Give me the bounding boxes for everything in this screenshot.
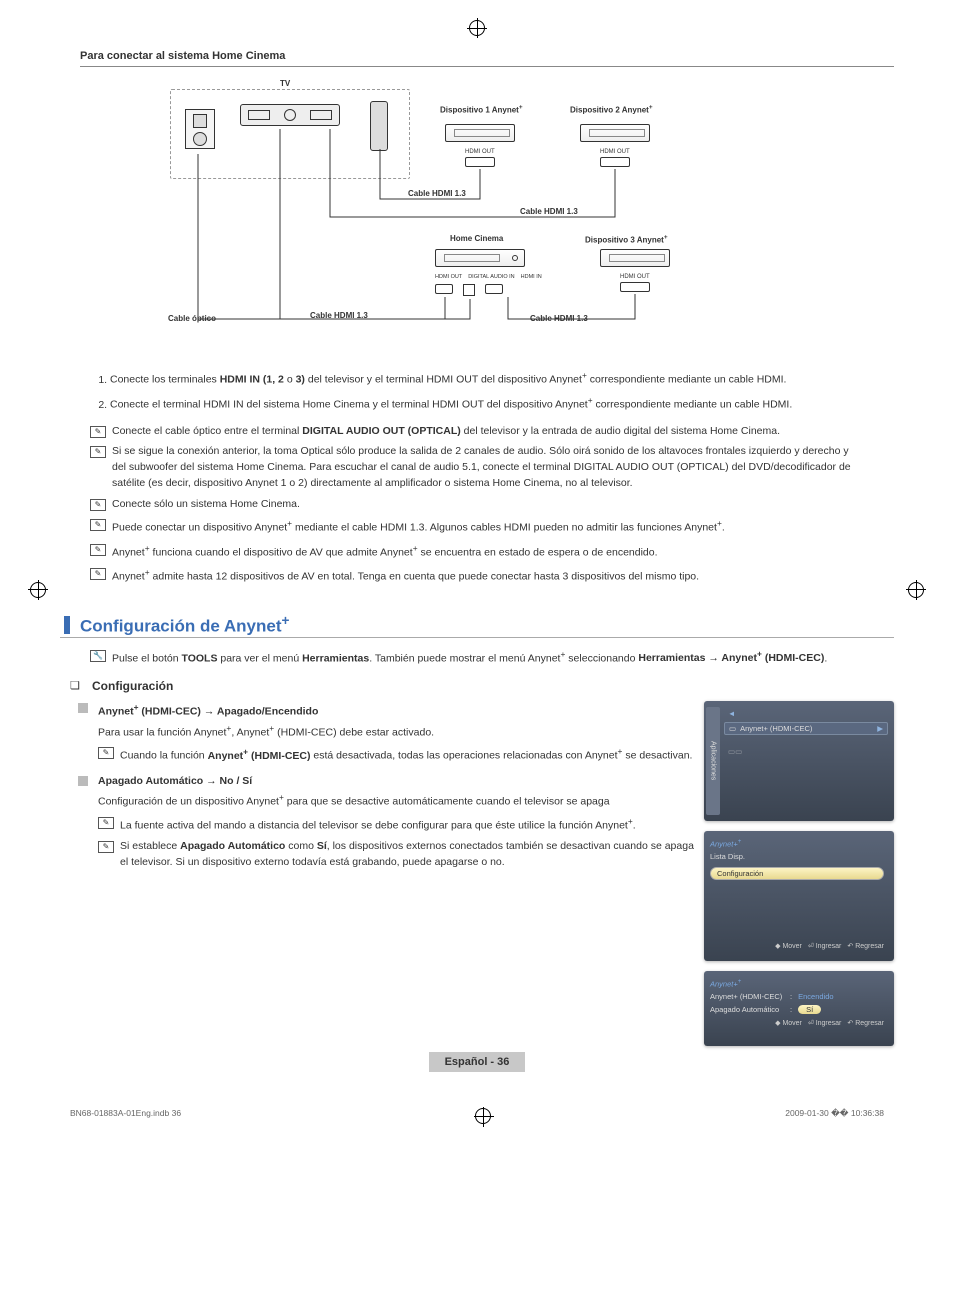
setting2-title: Apagado Automático → No / Sí [98, 774, 694, 790]
screen3-title: Anynet++ [706, 977, 888, 991]
setting2-note2: Si establece Apagado Automático como Sí,… [98, 839, 694, 871]
hc-ports [435, 284, 503, 296]
screen3-row1: Anynet+ (HDMI-CEC): Encendido [706, 990, 888, 1003]
folder-icon-2: ▭▭ [728, 747, 742, 756]
step-2: Conecte el terminal HDMI IN del sistema … [110, 394, 864, 413]
connection-diagram: TV Dispositivo 1 Anynet+ HDMI OUT Dispos… [80, 79, 874, 349]
step-1: Conecte los terminales HDMI IN (1, 2 o 3… [110, 369, 864, 388]
page: Para conectar al sistema Home Cinema TV … [0, 0, 954, 1164]
setting2-note1: La fuente activa del mando a distancia d… [98, 815, 694, 834]
screen2-item1: Lista Disp. [706, 850, 888, 863]
footer-meta: BN68-01883A-01Eng.indb 36 2009-01-30 �� … [60, 1108, 894, 1124]
bullet-icon [78, 776, 88, 786]
tools-icon [90, 650, 106, 662]
cable-hdmi-2: Cable HDMI 1.3 [520, 207, 578, 216]
setting1-desc: Para usar la función Anynet+, Anynet+ (H… [98, 722, 694, 741]
note-1: Conecte el cable óptico entre el termina… [90, 424, 864, 440]
dev3-port-label: HDMI OUT [620, 274, 650, 280]
dev1-box [445, 124, 515, 142]
note-icon [90, 568, 106, 580]
registration-mark-bottom [475, 1108, 491, 1124]
config-title: Configuración [92, 679, 173, 693]
folder-icon: ▭ [729, 724, 736, 733]
footer-filename: BN68-01883A-01Eng.indb 36 [70, 1108, 181, 1124]
dev3-box [600, 249, 670, 267]
dev2-box [580, 124, 650, 142]
screen-anynet-config: Anynet++ Anynet+ (HDMI-CEC): Encendido A… [704, 971, 894, 1046]
return-icon: ↶ Regresar [847, 942, 884, 950]
cable-hdmi-4: Cable HDMI 1.3 [530, 314, 588, 323]
note-5: Anynet+ funciona cuando el dispositivo d… [90, 542, 864, 561]
screen-tab-label: Aplicaciones [706, 707, 720, 815]
dev1-label: Dispositivo 1 Anynet+ [440, 104, 523, 115]
bullet-icon [78, 703, 88, 713]
enter-icon: ⏎ Ingresar [808, 942, 842, 950]
section-heading: Configuración de Anynet+ [60, 613, 894, 638]
note-6: Anynet+ admite hasta 12 dispositivos de … [90, 566, 864, 585]
connection-heading: Para conectar al sistema Home Cinema [80, 50, 894, 67]
screen3-row2: Apagado Automático: Sí [706, 1003, 888, 1016]
enter-icon: ⏎ Ingresar [808, 1019, 842, 1027]
tv-cable-connector [370, 101, 388, 151]
move-icon: ◆ Mover [775, 942, 802, 950]
hc-label: Home Cinema [450, 234, 503, 243]
setting1-note: Cuando la función Anynet+ (HDMI-CEC) est… [98, 745, 694, 764]
hc-box [435, 249, 525, 267]
dev2-port [600, 157, 630, 167]
note-icon [98, 841, 114, 853]
dev2-port-label: HDMI OUT [600, 149, 630, 155]
setting1-title: Anynet+ (HDMI-CEC) → Apagado/Encendido [98, 701, 694, 720]
setting2-desc: Configuración de un dispositivo Anynet+ … [98, 791, 694, 810]
note-3: Conecte sólo un sistema Home Cinema. [90, 497, 864, 513]
note-4: Puede conectar un dispositivo Anynet+ me… [90, 517, 864, 536]
dev3-port [620, 282, 650, 292]
return-icon: ↶ Regresar [847, 1019, 884, 1027]
screen-applications: Aplicaciones ◄ ▭Anynet+ (HDMI-CEC) ▶ ▭▭ [704, 701, 894, 821]
screen-anynet-menu: Anynet++ Lista Disp. Configuración ◆ Mov… [704, 831, 894, 961]
screen3-footer: ◆ Mover ⏎ Ingresar ↶ Regresar [706, 1016, 888, 1027]
screen-item-anynet: ▭Anynet+ (HDMI-CEC) ▶ [724, 722, 888, 735]
tv-hdmi-panel [240, 104, 340, 126]
screen2-title: Anynet++ [706, 837, 888, 851]
checkbox-icon: ❏ [70, 679, 84, 693]
config-subheading: ❏ Configuración [70, 679, 894, 693]
note-icon [98, 747, 114, 759]
hc-port-labels: HDMI OUTDIGITAL AUDIO INHDMI IN [435, 274, 542, 280]
right-arrow-icon: ▶ [877, 724, 883, 733]
section-title: Configuración de Anynet+ [80, 613, 289, 637]
dev1-port-label: HDMI OUT [465, 149, 495, 155]
note-icon [90, 519, 106, 531]
menu-screenshots: Aplicaciones ◄ ▭Anynet+ (HDMI-CEC) ▶ ▭▭ … [704, 701, 894, 1056]
screen2-item2: Configuración [706, 865, 888, 882]
blue-bar-icon [64, 616, 70, 634]
cable-hdmi-3: Cable HDMI 1.3 [310, 311, 368, 320]
note-icon [90, 446, 106, 458]
page-number: Español - 36 [60, 1056, 894, 1068]
note-icon [90, 426, 106, 438]
setting-auto-off: Apagado Automático → No / Sí Configuraci… [78, 774, 694, 876]
dev1-port [465, 157, 495, 167]
note-icon [90, 499, 106, 511]
move-icon: ◆ Mover [775, 1019, 802, 1027]
dev3-label: Dispositivo 3 Anynet+ [585, 234, 668, 245]
notes-list: Conecte el cable óptico entre el termina… [90, 424, 864, 586]
note-icon [98, 817, 114, 829]
footer-timestamp: 2009-01-30 �� 10:36:38 [785, 1108, 884, 1124]
screen2-footer: ◆ Mover ⏎ Ingresar ↶ Regresar [706, 939, 888, 950]
cable-hdmi-1: Cable HDMI 1.3 [408, 189, 466, 198]
note-2: Si se sigue la conexión anterior, la tom… [90, 444, 864, 491]
tool-note: Pulse el botón TOOLS para ver el menú He… [90, 648, 864, 667]
tv-label: TV [280, 79, 290, 88]
tv-optical-port [185, 109, 215, 149]
steps-list: Conecte los terminales HDMI IN (1, 2 o 3… [90, 369, 864, 414]
cable-optico: Cable óptico [168, 314, 216, 323]
left-arrow-icon: ◄ [728, 709, 735, 718]
setting-anynet-cec: Anynet+ (HDMI-CEC) → Apagado/Encendido P… [78, 701, 694, 770]
dev2-label: Dispositivo 2 Anynet+ [570, 104, 653, 115]
note-icon [90, 544, 106, 556]
